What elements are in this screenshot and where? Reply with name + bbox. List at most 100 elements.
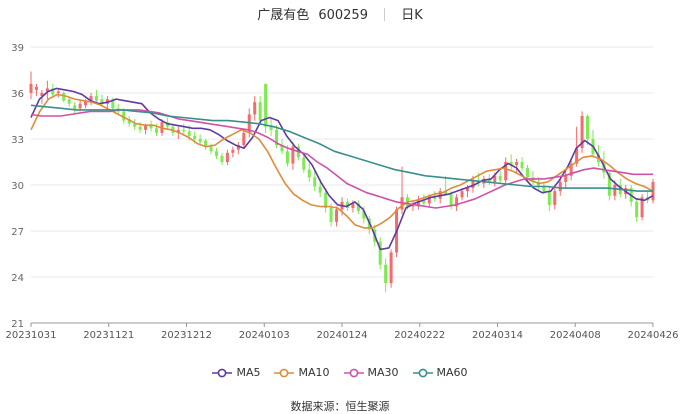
candle-body — [580, 116, 584, 149]
candle-body — [84, 100, 88, 106]
candle-body — [154, 128, 158, 133]
candle-body — [520, 162, 524, 169]
candle-body — [384, 264, 388, 284]
y-tick-label: 21 — [11, 319, 24, 330]
candle-body — [504, 162, 508, 181]
candle-body — [105, 99, 109, 104]
candle-body — [455, 197, 459, 207]
candle-body — [182, 129, 186, 132]
candle-body — [269, 126, 273, 130]
candle-body — [193, 135, 197, 139]
y-tick-label: 30 — [11, 181, 24, 192]
candle-body — [127, 119, 131, 124]
candle-body — [236, 145, 240, 150]
candle-body — [345, 201, 349, 208]
candle-body — [100, 99, 104, 104]
candle-body — [444, 191, 448, 195]
candle-body — [247, 114, 251, 133]
candle-body — [553, 191, 557, 205]
x-tick-label: 20240408 — [550, 330, 601, 341]
candle-body — [94, 96, 98, 101]
legend-item-ma60[interactable]: MA60 — [412, 366, 468, 379]
candle-body — [460, 191, 464, 198]
candle-body — [569, 163, 573, 176]
candle-body — [198, 139, 202, 143]
candle-body — [487, 178, 491, 182]
x-tick-label: 20231031 — [6, 330, 57, 341]
candle-body — [471, 180, 475, 189]
candle-body — [111, 99, 115, 109]
candle-body — [416, 200, 420, 207]
candle-body — [144, 125, 148, 130]
y-tick-label: 24 — [11, 273, 24, 284]
stock-name: 广晟有色 — [257, 8, 310, 23]
candle-body — [264, 83, 268, 127]
candle-body — [493, 175, 497, 182]
candle-body — [515, 162, 519, 166]
candle-body — [220, 155, 224, 162]
y-tick-label: 27 — [11, 227, 24, 238]
candle-body — [509, 162, 513, 166]
candle-body — [427, 195, 431, 204]
candle-body — [542, 186, 546, 192]
candle-body — [45, 88, 49, 92]
candle-body — [613, 185, 617, 196]
candle-body — [586, 116, 590, 139]
candle-body — [40, 93, 44, 97]
candle-body — [122, 111, 126, 121]
legend-line-circle-icon — [274, 368, 295, 377]
candle-body — [34, 86, 38, 90]
candle-body — [362, 211, 366, 219]
candle-body — [607, 172, 611, 196]
candle-body — [564, 175, 568, 182]
candle-body — [149, 125, 153, 129]
title-divider — [384, 8, 386, 21]
data-source: 数据来源：恒生聚源 — [290, 400, 390, 413]
candle-body — [318, 186, 322, 193]
ma-line-ma5 — [30, 87, 654, 251]
legend-item-ma10[interactable]: MA10 — [274, 366, 330, 379]
candle-body — [640, 197, 644, 218]
candle-body — [138, 126, 142, 130]
candle-body — [73, 105, 77, 110]
y-tick-label: 39 — [11, 43, 24, 54]
candle-body — [329, 208, 333, 222]
candle-body — [56, 91, 60, 93]
ma-line-ma60 — [30, 104, 653, 192]
candle-body — [29, 83, 33, 93]
candle-body — [209, 146, 213, 152]
legend-item-ma5[interactable]: MA5 — [212, 366, 260, 379]
x-tick-label: 20240124 — [317, 330, 368, 341]
y-tick-label: 36 — [11, 89, 24, 100]
candle-body — [285, 151, 289, 164]
candle-body — [575, 148, 579, 164]
y-tick-label: 33 — [11, 135, 24, 146]
candle-body — [62, 93, 66, 101]
candle-body — [536, 181, 540, 187]
stock-code: 600259 — [318, 8, 368, 23]
legend-label: MA30 — [367, 366, 399, 379]
legend-line-circle-icon — [412, 368, 433, 377]
candle-body — [526, 168, 530, 178]
x-tick-label: 20231212 — [161, 330, 212, 341]
candle-body — [324, 192, 328, 208]
legend-label: MA5 — [236, 366, 261, 379]
candle-body — [465, 188, 469, 192]
candle-body — [78, 103, 82, 109]
candle-body — [558, 181, 562, 192]
candle-body — [89, 96, 93, 101]
candle-body — [302, 157, 306, 170]
period-label: 日K — [401, 8, 423, 23]
candle-body — [422, 200, 426, 204]
legend-label: MA10 — [298, 366, 330, 379]
candle-body — [51, 88, 55, 95]
candle-body — [225, 152, 229, 162]
candle-body — [335, 209, 339, 222]
candle-body — [133, 123, 137, 127]
legend-line-circle-icon — [212, 368, 233, 377]
x-tick-label: 20240222 — [394, 330, 445, 341]
ma-line-ma10 — [30, 93, 654, 229]
candle-body — [176, 129, 180, 133]
legend-item-ma30[interactable]: MA30 — [343, 366, 399, 379]
